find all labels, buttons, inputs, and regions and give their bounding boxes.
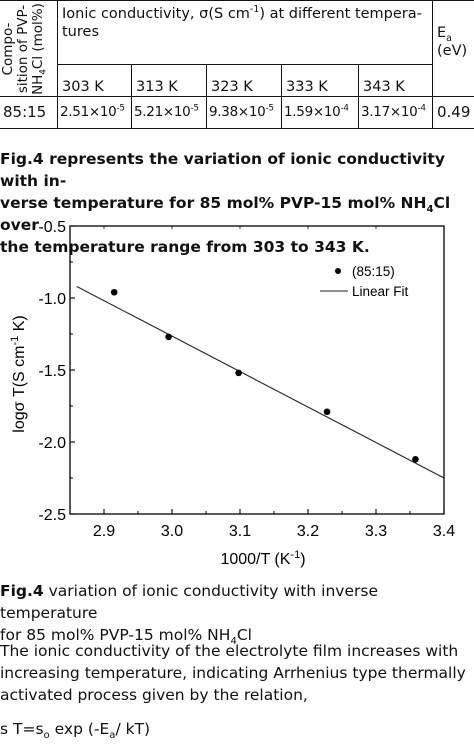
equation-part-3: / kT) bbox=[115, 720, 151, 738]
conductivity-343-mantissa: 3.17×10 bbox=[361, 104, 418, 120]
table-vrule-4 bbox=[358, 64, 359, 129]
body-line-1: The ionic conductivity of the electrolyt… bbox=[0, 642, 459, 660]
x-axis-label-main: 1000/T (K bbox=[220, 551, 290, 568]
caption-text-2-sub: 4 bbox=[230, 636, 237, 648]
equation-part-1: s T=s bbox=[0, 720, 44, 738]
body-line-2: increasing temperature, indicating Arrhe… bbox=[0, 664, 466, 682]
x-tick-label: 3.0 bbox=[161, 523, 183, 540]
equation-sub-1: o bbox=[43, 730, 50, 742]
intro-line-3: the temperature range from 303 to 343 K. bbox=[0, 238, 370, 256]
conductivity-323-exp: -5 bbox=[265, 103, 274, 114]
legend-label-points: (85:15) bbox=[352, 264, 395, 279]
table-top-rule bbox=[0, 0, 474, 1]
table-vrule-1 bbox=[131, 64, 132, 129]
data-point bbox=[412, 455, 419, 463]
conductivity-header-text-b: ) at different tempera- bbox=[259, 6, 422, 22]
x-tick-label: 3.2 bbox=[297, 523, 319, 540]
data-point bbox=[165, 333, 172, 341]
conductivity-333-exp: -4 bbox=[340, 103, 349, 114]
y-axis-label-sup: -1 bbox=[9, 336, 21, 346]
conductivity-333-mantissa: 1.59×10 bbox=[284, 104, 341, 120]
conductivity-303: 2.51×10-5 bbox=[60, 103, 125, 120]
conductivity-343-exp: -4 bbox=[417, 103, 426, 114]
y-tick-label: -2.0 bbox=[38, 435, 66, 452]
conductivity-header-sup: -1 bbox=[249, 4, 260, 16]
caption-line-1: Fig.4 variation of ionic conductivity wi… bbox=[0, 580, 474, 624]
caption-text-1: variation of ionic conductivity with inv… bbox=[0, 582, 378, 622]
conductivity-333: 1.59×10-4 bbox=[284, 103, 349, 120]
conductivity-323: 9.38×10-5 bbox=[209, 103, 274, 120]
temp-header-303: 303 K bbox=[62, 79, 104, 95]
table-bottom-rule bbox=[0, 128, 474, 129]
linear-fit-line bbox=[76, 285, 445, 479]
equation-part-2: exp (-E bbox=[49, 720, 110, 738]
table-vrule-2 bbox=[206, 64, 207, 129]
table-subheader-rule bbox=[57, 64, 432, 65]
x-axis-label-sup: -1 bbox=[290, 549, 300, 561]
equation-sub-2: a bbox=[109, 730, 116, 742]
caption-text-2b: Cl bbox=[236, 626, 252, 644]
conductivity-header: Ionic conductivity, σ(S cm-1) at differe… bbox=[62, 5, 422, 41]
conductivity-313: 5.21×10-5 bbox=[134, 103, 199, 120]
x-tick-label: 3.3 bbox=[365, 523, 387, 540]
intro-line-2b: Cl over bbox=[0, 194, 451, 234]
intro-line-1: Fig.4 represents the variation of ionic … bbox=[0, 150, 445, 190]
caption-label: Fig.4 bbox=[0, 582, 44, 600]
temp-header-313: 313 K bbox=[136, 79, 178, 95]
x-tick-label: 3.4 bbox=[433, 523, 455, 540]
composition-header-line3: NH4Cl (mol%) bbox=[30, 3, 49, 95]
table-row-rule bbox=[0, 96, 474, 97]
composition-header: Compo- sition of PVP- NH4Cl (mol%) bbox=[0, 2, 56, 96]
composition-header-line2: sition of PVP- bbox=[15, 4, 31, 94]
y-axis-label: logσ T(S cm-1 K) bbox=[9, 315, 28, 432]
x-tick-label: 2.9 bbox=[93, 523, 115, 540]
conductivity-343: 3.17×10-4 bbox=[361, 103, 426, 120]
x-axis-label: 1000/T (K-1) bbox=[220, 549, 305, 568]
figure-intro: Fig.4 represents the variation of ionic … bbox=[0, 148, 474, 258]
caption-line-2: for 85 mol% PVP-15 mol% NH4Cl bbox=[0, 624, 474, 648]
data-point bbox=[323, 408, 331, 416]
intro-line-2a: verse temperature for 85 mol% PVP-15 mol… bbox=[0, 194, 427, 212]
data-point bbox=[235, 369, 242, 377]
legend-marker-points bbox=[335, 268, 341, 274]
x-tick-label: 3.1 bbox=[229, 523, 251, 540]
activation-energy-value: 0.49 bbox=[437, 103, 471, 121]
y-tick-label: -1.5 bbox=[38, 363, 66, 380]
y-tick-label: -2.5 bbox=[38, 507, 66, 524]
body-line-3: activated process given by the relation, bbox=[0, 686, 308, 704]
caption-text-2a: for 85 mol% PVP-15 mol% NH bbox=[0, 626, 231, 644]
conductivity-header-text: Ionic conductivity, σ(S cm bbox=[62, 6, 250, 22]
intro-line-2: verse temperature for 85 mol% PVP-15 mol… bbox=[0, 192, 474, 236]
arrhenius-plot: 2.9 3.0 3.1 3.2 3.3 3.4 -2.5 -2.0 -1.5 -1.0 -0.5 10… bbox=[9, 220, 455, 568]
ea-unit: (eV) bbox=[437, 43, 468, 59]
conductivity-header-line2: tures bbox=[62, 24, 99, 40]
conductivity-323-mantissa: 9.38×10 bbox=[209, 104, 266, 120]
data-point bbox=[110, 288, 118, 296]
body-paragraph: The ionic conductivity of the electrolyt… bbox=[0, 640, 466, 706]
table-vrule-0 bbox=[57, 0, 58, 129]
conductivity-303-exp: -5 bbox=[116, 103, 125, 114]
y-axis-label-end: K) bbox=[11, 315, 28, 335]
temp-header-333: 333 K bbox=[286, 79, 328, 95]
arrhenius-equation: s T=so exp (-Ea/ kT) bbox=[0, 718, 151, 742]
figure-caption: Fig.4 variation of ionic conductivity wi… bbox=[0, 580, 474, 648]
conductivity-313-mantissa: 5.21×10 bbox=[134, 104, 191, 120]
composition-value: 85:15 bbox=[3, 103, 47, 121]
ea-subscript: a bbox=[446, 32, 452, 44]
activation-energy-header: Ea (eV) bbox=[437, 24, 467, 60]
conductivity-303-mantissa: 2.51×10 bbox=[60, 104, 117, 120]
intro-line-2-sub: 4 bbox=[426, 204, 434, 216]
table-vrule-5 bbox=[432, 0, 433, 129]
table-vrule-3 bbox=[281, 64, 282, 129]
y-axis-label-main: logσ T(S cm bbox=[11, 346, 28, 433]
composition-header-line1: Compo- bbox=[0, 22, 16, 76]
legend-label-fit: Linear Fit bbox=[352, 284, 409, 299]
y-tick-label: -0.5 bbox=[38, 220, 66, 236]
temp-header-343: 343 K bbox=[363, 79, 405, 95]
x-axis-label-end: ) bbox=[300, 551, 305, 568]
temp-header-323: 323 K bbox=[211, 79, 253, 95]
conductivity-313-exp: -5 bbox=[190, 103, 199, 114]
y-tick-label: -1.0 bbox=[38, 291, 66, 308]
ea-symbol: E bbox=[437, 25, 447, 41]
